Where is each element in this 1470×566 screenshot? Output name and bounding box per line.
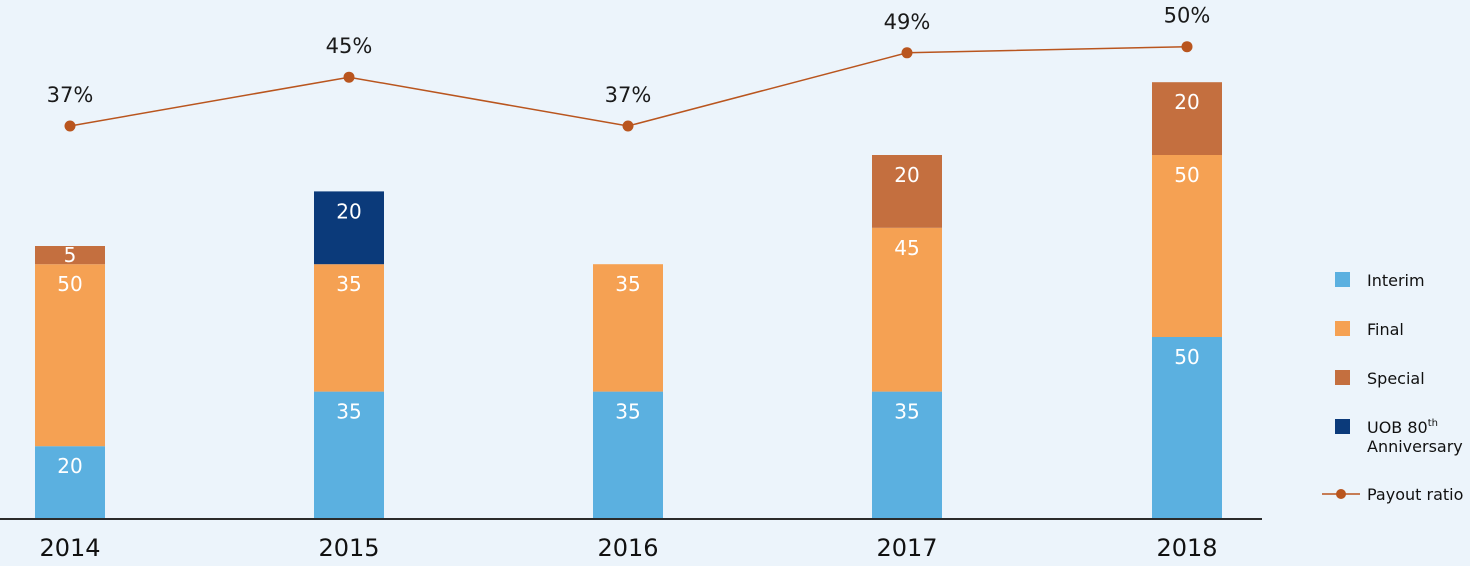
payout-point-2017 [901, 47, 913, 59]
bar-label-final-2018: 50 [1174, 163, 1199, 187]
bar-label-interim-2018: 50 [1174, 345, 1199, 369]
legend-swatch-final [1335, 321, 1350, 336]
bar-label-special-2017: 20 [894, 163, 919, 187]
x-tick-label-2014: 2014 [39, 534, 100, 562]
legend-label-final: Final [1367, 320, 1404, 339]
bar-special-2018 [1152, 82, 1222, 155]
payout-label-2015: 45% [326, 34, 373, 58]
bar-label-uob-80th-anniversary-2015: 20 [336, 199, 361, 223]
legend-label-uob-80th-anniversary-text: UOB 80 [1367, 418, 1428, 437]
payout-label-2016: 37% [605, 83, 652, 107]
legend-swatch-special [1335, 370, 1350, 385]
legend-swatch-uob-80th-anniversary [1335, 419, 1350, 434]
bar-special-2014 [35, 246, 105, 265]
bar-final-2014 [35, 264, 105, 447]
legend-label-interim: Interim [1367, 271, 1425, 290]
legend-label-uob-80th-anniversary: UOB 80th [1367, 418, 1438, 437]
legend-label-final-text: Final [1367, 320, 1404, 339]
payout-label-2018: 50% [1164, 4, 1211, 28]
payout-point-2015 [343, 71, 355, 83]
bar-uob-80th-anniversary-2015 [314, 191, 384, 265]
legend-label-payout-ratio: Payout ratio [1367, 485, 1463, 504]
bar-label-interim-2015: 35 [336, 400, 361, 424]
payout-line-layer: 37% 45% 37% 49% 50% [47, 4, 1211, 132]
legend-swatch-payout-ratio-dot [1336, 489, 1346, 499]
bar-label-special-2018: 20 [1174, 90, 1199, 114]
bars-layer: 20 50 5 35 35 20 35 35 35 45 20 50 50 20 [35, 82, 1222, 519]
bar-label-interim-2014: 20 [57, 454, 82, 478]
bar-final-2015 [314, 264, 384, 392]
x-tick-label-2016: 2016 [597, 534, 658, 562]
bar-special-2017 [872, 155, 942, 228]
bar-label-final-2015: 35 [336, 272, 361, 296]
payout-point-2014 [64, 120, 76, 132]
bar-interim-2016 [593, 391, 663, 519]
bar-final-2017 [872, 227, 942, 392]
x-tick-label-2015: 2015 [318, 534, 379, 562]
bar-label-final-2017: 45 [894, 236, 919, 260]
bar-final-2016 [593, 264, 663, 392]
x-tick-label-2018: 2018 [1156, 534, 1217, 562]
bar-final-2018 [1152, 155, 1222, 337]
payout-label-2017: 49% [884, 10, 931, 34]
bar-interim-2017 [872, 391, 942, 519]
bar-label-interim-2016: 35 [615, 400, 640, 424]
legend-label-interim-text: Interim [1367, 271, 1425, 290]
payout-label-2014: 37% [47, 83, 94, 107]
bar-interim-2014 [35, 446, 105, 519]
legend-label-special-text: Special [1367, 369, 1425, 388]
payout-point-2016 [622, 120, 634, 132]
x-axis-labels: 2014 2015 2016 2017 2018 [39, 534, 1217, 562]
legend-label-uob-80th-anniversary-line2: Anniversary [1367, 437, 1463, 456]
x-tick-label-2017: 2017 [876, 534, 937, 562]
bar-label-interim-2017: 35 [894, 400, 919, 424]
bar-label-final-2014: 50 [57, 272, 82, 296]
legend-label-special: Special [1367, 369, 1425, 388]
bar-interim-2015 [314, 391, 384, 519]
bar-label-final-2016: 35 [615, 272, 640, 296]
legend-swatch-interim [1335, 272, 1350, 287]
bar-interim-2018 [1152, 337, 1222, 519]
payout-point-2018 [1181, 41, 1193, 53]
legend-label-uob-80th-anniversary-sup: th [1428, 418, 1438, 429]
bar-label-special-2014: 5 [64, 243, 77, 267]
